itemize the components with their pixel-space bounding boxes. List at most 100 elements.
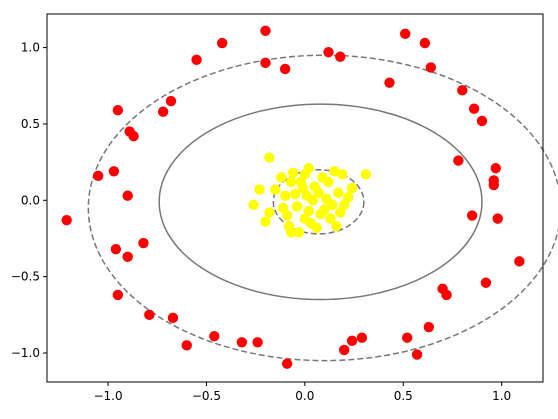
data-point-s1-43 xyxy=(346,182,358,194)
data-point-s1-3 xyxy=(260,216,271,227)
data-point-s0-16 xyxy=(191,54,202,66)
data-point-s0-7 xyxy=(110,243,122,255)
data-point-s0-36 xyxy=(425,62,437,73)
data-point-s1-41 xyxy=(339,199,350,211)
data-point-s1-40 xyxy=(337,169,348,180)
data-point-s1-36 xyxy=(329,166,340,177)
data-point-s0-39 xyxy=(453,155,464,166)
data-point-s1-27 xyxy=(311,222,322,233)
data-point-s1-15 xyxy=(291,201,303,212)
data-point-s0-49 xyxy=(514,256,525,267)
data-point-s0-3 xyxy=(112,104,124,116)
data-point-s0-12 xyxy=(157,106,169,117)
data-point-s0-27 xyxy=(339,344,350,356)
data-point-s0-42 xyxy=(468,103,480,114)
data-point-s1-22 xyxy=(303,205,314,217)
y-tick-label: 0.5 xyxy=(21,117,40,131)
data-point-s1-18 xyxy=(297,182,309,194)
points-layer xyxy=(61,25,525,369)
data-point-s0-31 xyxy=(400,28,411,40)
x-tick-label: 0.0 xyxy=(295,389,314,403)
data-point-s1-5 xyxy=(270,184,281,195)
data-point-s1-8 xyxy=(279,190,291,201)
data-point-s0-23 xyxy=(279,63,291,75)
y-tick-label: −0.5 xyxy=(11,270,40,284)
data-point-s1-35 xyxy=(327,199,338,211)
data-point-s0-25 xyxy=(323,46,334,58)
data-point-s0-35 xyxy=(423,321,435,333)
data-point-s1-0 xyxy=(264,152,275,163)
data-point-s1-42 xyxy=(342,192,354,203)
data-point-s0-9 xyxy=(112,289,124,301)
y-tick-label: −1.0 xyxy=(11,346,40,360)
data-point-s1-4 xyxy=(264,207,275,218)
data-point-s0-14 xyxy=(167,312,179,324)
data-point-s0-34 xyxy=(419,37,431,49)
data-point-s1-1 xyxy=(248,199,259,211)
data-point-s1-9 xyxy=(281,210,293,221)
data-point-s1-31 xyxy=(319,204,330,215)
x-tick-label: −1.0 xyxy=(93,389,122,403)
data-point-s1-13 xyxy=(287,167,299,179)
data-point-s0-0 xyxy=(61,214,72,226)
tick-layer: −1.0 −0.5 0.0 0.5 1.0 −1.0 −0.5 0.0 0.5 1.0 xyxy=(11,41,511,403)
y-tick-label: 0.0 xyxy=(21,193,40,207)
decision-contour-dashed-1 xyxy=(87,54,558,362)
contour-layer xyxy=(87,54,558,362)
data-point-s0-24 xyxy=(281,358,293,369)
data-point-s0-13 xyxy=(165,95,177,107)
data-point-s1-16 xyxy=(293,227,305,238)
data-point-s0-41 xyxy=(466,210,478,221)
data-point-s0-38 xyxy=(441,289,452,301)
decision-contour-solid-0 xyxy=(158,103,483,301)
data-point-s1-14 xyxy=(289,188,301,200)
data-point-s1-44 xyxy=(360,169,372,180)
data-point-s0-26 xyxy=(335,51,346,62)
data-point-s0-6 xyxy=(128,130,139,142)
data-point-s0-30 xyxy=(384,77,395,88)
data-point-s0-8 xyxy=(122,251,133,262)
plot-frame xyxy=(46,13,544,383)
data-point-s0-21 xyxy=(260,25,271,36)
data-point-s0-33 xyxy=(411,349,423,360)
data-point-s0-29 xyxy=(356,332,368,343)
x-tick-label: −0.5 xyxy=(192,389,221,403)
x-tick-label: 1.0 xyxy=(492,389,511,403)
data-point-s0-20 xyxy=(252,337,263,348)
y-tick-label: 1.0 xyxy=(21,41,40,55)
data-point-s0-1 xyxy=(92,170,104,182)
data-point-s1-25 xyxy=(307,195,318,206)
data-point-s0-32 xyxy=(401,332,413,343)
data-point-s1-2 xyxy=(254,184,265,195)
x-tick-label: 0.5 xyxy=(394,389,413,403)
data-point-s1-12 xyxy=(285,227,297,238)
data-point-s1-28 xyxy=(313,187,324,198)
data-point-s0-22 xyxy=(260,57,271,69)
data-point-s0-11 xyxy=(144,309,155,321)
data-point-s0-18 xyxy=(216,37,228,49)
data-point-s1-6 xyxy=(276,172,287,183)
data-point-s1-33 xyxy=(323,176,334,188)
data-point-s0-43 xyxy=(476,115,488,127)
data-point-s1-34 xyxy=(325,213,336,224)
data-point-s0-4 xyxy=(122,190,133,201)
data-point-s0-10 xyxy=(138,237,149,249)
data-point-s0-17 xyxy=(209,330,220,342)
data-point-s0-2 xyxy=(108,166,120,177)
data-point-s1-11 xyxy=(285,176,297,188)
data-point-s0-46 xyxy=(488,179,499,191)
data-point-s0-44 xyxy=(480,277,492,288)
data-point-s0-40 xyxy=(457,85,468,96)
decision-contour-dashed-2 xyxy=(272,169,365,235)
data-point-s1-39 xyxy=(335,207,346,218)
data-point-s0-28 xyxy=(346,335,358,346)
data-point-s0-47 xyxy=(490,163,501,174)
data-point-s1-38 xyxy=(333,187,344,198)
data-point-s1-7 xyxy=(277,202,289,214)
data-point-s0-15 xyxy=(181,340,192,351)
data-point-s1-37 xyxy=(331,221,342,232)
data-point-s0-19 xyxy=(236,337,248,348)
data-point-s1-23 xyxy=(303,163,314,174)
data-point-s0-48 xyxy=(492,213,503,224)
